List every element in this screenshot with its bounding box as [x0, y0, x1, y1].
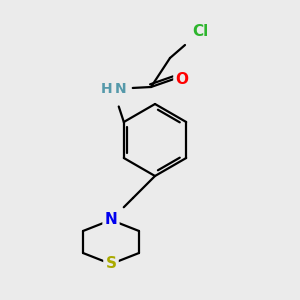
Text: N: N [115, 82, 127, 96]
Text: N: N [105, 212, 117, 227]
Text: O: O [176, 71, 188, 86]
Text: H: H [101, 82, 113, 96]
Text: S: S [106, 256, 116, 272]
Text: Cl: Cl [192, 25, 208, 40]
